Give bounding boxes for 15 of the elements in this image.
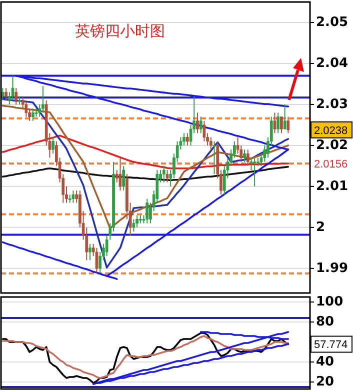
y-tick-label: 2.04 [316,56,348,71]
text: 2.0238 [314,124,348,137]
text: 英镑四小时图 [75,22,165,40]
y-tick-label: 2.01 [316,178,348,194]
y-tick-label: 40 [316,354,334,370]
ref-line-label: 2.0156 [314,158,348,170]
y-tick-label: 2 [316,220,326,235]
y-tick-label: 2.02 [316,138,348,153]
text: 57.774 [314,339,348,352]
y-tick-label: 2.03 [316,96,348,112]
y-tick-label: 1.99 [316,260,348,276]
y-tick-label: 80 [316,314,334,330]
y-tick-label: 100 [316,294,344,310]
y-tick-label: 2.05 [316,14,348,30]
y-tick-label: 20 [316,374,334,390]
